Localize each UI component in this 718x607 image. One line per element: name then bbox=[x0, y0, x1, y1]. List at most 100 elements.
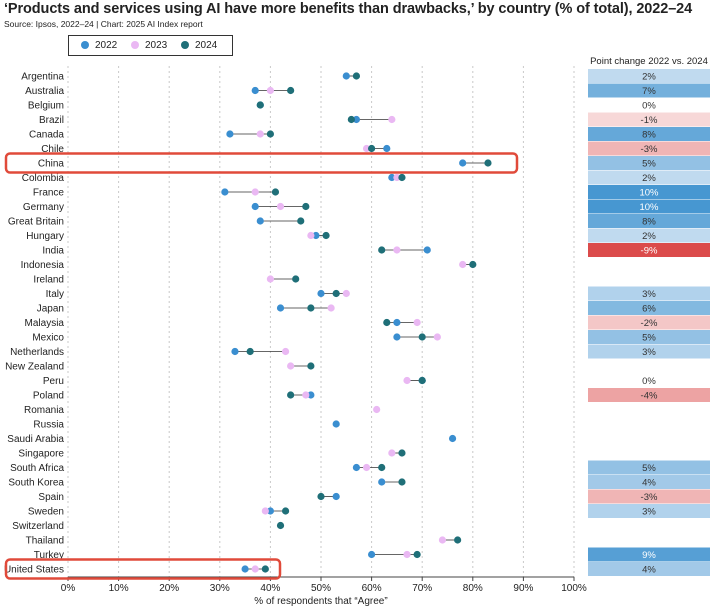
point-2023-australia bbox=[266, 86, 274, 95]
country-label-canada: Canada bbox=[29, 130, 64, 141]
change-value-china: 5% bbox=[642, 159, 656, 170]
point-2022-sweden bbox=[266, 507, 274, 515]
point-2024-peru bbox=[418, 376, 426, 385]
point-2023-brazil bbox=[388, 115, 396, 124]
country-label-turkey: Turkey bbox=[34, 550, 64, 561]
point-2024-canada bbox=[266, 130, 274, 138]
legend-swatch-2022 bbox=[81, 40, 89, 49]
change-value-italy: 3% bbox=[642, 289, 656, 300]
point-2023-new-zealand bbox=[287, 362, 295, 370]
country-label-russia: Russia bbox=[33, 420, 64, 431]
country-label-malaysia: Malaysia bbox=[25, 318, 65, 329]
point-2022-spain bbox=[332, 492, 340, 501]
point-2022-netherlands bbox=[231, 347, 239, 356]
point-2023-south-africa bbox=[362, 463, 371, 472]
point-2024-netherlands bbox=[246, 347, 254, 356]
change-value-spain: -3% bbox=[641, 492, 658, 503]
country-label-peru: Peru bbox=[43, 376, 64, 387]
country-label-south-africa: South Africa bbox=[10, 463, 64, 474]
country-label-romania: Romania bbox=[24, 405, 64, 416]
change-value-united-states: 4% bbox=[642, 565, 656, 576]
legend-item-2023: 2023 bbox=[131, 40, 167, 51]
chart-title: ‘Products and services using AI have mor… bbox=[4, 1, 693, 17]
point-2022-japan bbox=[276, 304, 285, 312]
point-2022-china bbox=[459, 159, 467, 167]
change-cell-colombia bbox=[588, 170, 710, 185]
change-cell-australia bbox=[588, 83, 710, 98]
point-2024-belgium bbox=[256, 101, 264, 109]
change-cell-hungary bbox=[588, 228, 710, 243]
country-label-belgium: Belgium bbox=[28, 101, 64, 112]
point-2024-great-britain bbox=[297, 217, 305, 225]
x-tick-label: 80% bbox=[463, 583, 483, 594]
change-cell-poland bbox=[588, 388, 710, 402]
change-cell-chile bbox=[588, 141, 710, 156]
point-2024-france bbox=[271, 188, 280, 196]
point-2024-sweden bbox=[281, 507, 290, 515]
x-tick-label: 40% bbox=[260, 583, 280, 594]
country-label-australia: Australia bbox=[25, 86, 64, 97]
point-2024-japan bbox=[307, 304, 315, 312]
change-value-germany: 10% bbox=[639, 202, 659, 213]
country-label-italy: Italy bbox=[46, 289, 64, 300]
country-label-south-korea: South Korea bbox=[8, 478, 64, 489]
country-label-france: France bbox=[33, 188, 65, 199]
point-2024-singapore bbox=[398, 449, 406, 457]
point-2022-colombia bbox=[388, 173, 396, 182]
change-cell-netherlands bbox=[588, 344, 710, 359]
point-2022-turkey bbox=[368, 550, 376, 559]
country-label-united-states: United States bbox=[4, 565, 64, 576]
point-2023-peru bbox=[403, 376, 411, 385]
country-label-colombia: Colombia bbox=[22, 173, 65, 184]
legend: 2022 2023 2024 bbox=[68, 35, 233, 56]
change-value-malaysia: -2% bbox=[641, 318, 658, 329]
change-cell-south-korea bbox=[588, 475, 710, 489]
point-2024-chile bbox=[368, 144, 376, 153]
country-label-thailand: Thailand bbox=[26, 536, 64, 547]
point-2022-south-korea bbox=[378, 478, 386, 486]
country-label-poland: Poland bbox=[33, 391, 64, 402]
change-cell-france bbox=[588, 185, 710, 199]
change-cell-india bbox=[588, 243, 710, 257]
x-tick-label: 90% bbox=[513, 583, 533, 594]
country-label-chile: Chile bbox=[41, 144, 64, 155]
change-value-belgium: 0% bbox=[642, 101, 656, 112]
point-2022-south-africa bbox=[352, 463, 361, 472]
change-cell-japan bbox=[588, 301, 710, 315]
change-value-australia: 7% bbox=[642, 86, 656, 97]
point-2023-united-states bbox=[251, 565, 259, 573]
point-2022-germany bbox=[251, 202, 259, 211]
point-2022-poland bbox=[307, 391, 315, 399]
highlight-box-china bbox=[4, 152, 519, 174]
point-2024-australia bbox=[287, 86, 295, 95]
point-2023-sweden bbox=[261, 507, 269, 515]
point-2023-france bbox=[251, 188, 259, 196]
point-2024-thailand bbox=[454, 536, 462, 544]
country-label-argentina: Argentina bbox=[21, 72, 64, 83]
point-2024-india bbox=[378, 246, 386, 254]
change-cell-south-africa bbox=[588, 460, 710, 475]
legend-item-2022: 2022 bbox=[81, 40, 117, 51]
point-2022-india bbox=[423, 246, 431, 254]
point-2022-malaysia bbox=[393, 318, 401, 327]
point-2024-germany bbox=[302, 202, 310, 211]
change-cell-italy bbox=[588, 286, 710, 301]
country-label-netherlands: Netherlands bbox=[10, 347, 64, 358]
x-tick-label: 10% bbox=[109, 583, 129, 594]
country-label-new-zealand: New Zealand bbox=[5, 362, 64, 373]
point-2023-germany bbox=[276, 202, 285, 211]
point-2024-switzerland bbox=[276, 521, 285, 530]
country-label-china: China bbox=[38, 159, 65, 170]
change-cell-united-states bbox=[588, 562, 710, 576]
point-2023-hungary bbox=[307, 231, 315, 240]
change-cell-spain bbox=[588, 489, 710, 504]
change-cell-turkey bbox=[588, 547, 710, 562]
change-value-brazil: -1% bbox=[641, 115, 658, 126]
legend-label-2022: 2022 bbox=[95, 40, 118, 51]
point-2022-united-states bbox=[241, 565, 249, 573]
point-2023-malaysia bbox=[413, 318, 421, 327]
country-label-japan: Japan bbox=[37, 304, 64, 315]
point-2023-singapore bbox=[388, 449, 396, 457]
legend-swatch-2024 bbox=[181, 40, 189, 49]
point-2022-canada bbox=[226, 130, 234, 138]
